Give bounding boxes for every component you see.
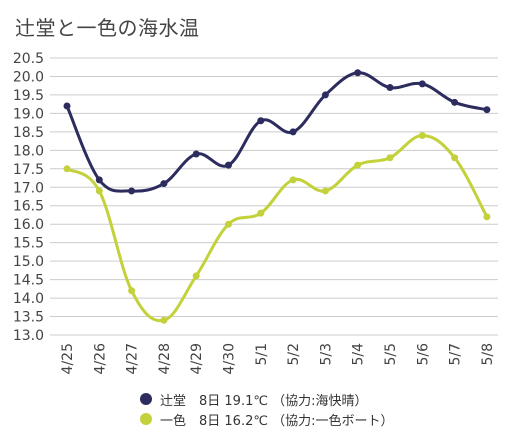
data-point-isshiki[interactable] (63, 165, 71, 173)
x-tick-label: 5/3 (318, 343, 334, 366)
y-tick-label: 17.5 (13, 162, 44, 178)
y-tick-label: 18.5 (13, 125, 44, 141)
y-tick-label: 20.5 (13, 51, 44, 67)
data-point-tsujido[interactable] (451, 98, 459, 106)
data-point-isshiki[interactable] (160, 316, 168, 324)
data-point-isshiki[interactable] (289, 176, 297, 184)
series-points (63, 69, 491, 324)
data-point-tsujido[interactable] (483, 106, 491, 114)
x-tick-label: 4/26 (92, 343, 108, 375)
y-tick-label: 14.0 (13, 291, 44, 307)
data-point-isshiki[interactable] (128, 287, 136, 295)
y-tick-label: 19.5 (13, 88, 44, 104)
chart-title: 辻堂と一色の海水温 (15, 16, 200, 40)
grid-lines (50, 57, 498, 336)
data-point-tsujido[interactable] (257, 117, 265, 125)
y-tick-label: 20.0 (13, 69, 44, 85)
data-point-isshiki[interactable] (321, 187, 329, 195)
y-tick-label: 17.0 (13, 180, 44, 196)
x-tick-label: 5/8 (480, 343, 496, 366)
data-point-tsujido[interactable] (354, 69, 362, 77)
data-point-tsujido[interactable] (63, 102, 71, 110)
data-point-isshiki[interactable] (95, 187, 103, 195)
legend-item-tsujido[interactable]: 辻堂 8日 19.1℃ （協力:海快晴） (140, 389, 393, 409)
series-lines (65, 71, 489, 323)
data-point-tsujido[interactable] (321, 91, 329, 99)
x-tick-label: 4/28 (157, 343, 173, 374)
y-tick-label: 16.0 (13, 217, 44, 233)
data-point-isshiki[interactable] (354, 161, 362, 169)
data-point-tsujido[interactable] (128, 187, 136, 195)
x-axis-ticks: 4/25 4/26 4/27 4/28 4/29 4/30 5/1 5/2 5/3 5/4 5/5 5… (60, 343, 496, 375)
x-tick-label: 4/29 (189, 343, 205, 374)
legend: 辻堂 8日 19.1℃ （協力:海快晴） 一色 8日 16.2℃ （協力:一色ボ… (140, 389, 393, 429)
x-tick-label: 5/2 (286, 343, 302, 366)
data-point-tsujido[interactable] (418, 80, 426, 88)
data-point-isshiki[interactable] (451, 154, 459, 162)
data-point-isshiki[interactable] (225, 220, 232, 228)
data-point-isshiki[interactable] (483, 213, 491, 221)
y-tick-label: 19.0 (13, 106, 44, 122)
legend-label-isshiki: 一色 8日 16.2℃ （協力:一色ボート） (160, 413, 394, 429)
y-tick-label: 18.0 (13, 143, 44, 159)
data-point-tsujido[interactable] (225, 161, 232, 169)
x-tick-label: 4/25 (60, 343, 76, 374)
data-point-tsujido[interactable] (95, 176, 103, 184)
data-point-isshiki[interactable] (257, 209, 265, 217)
x-tick-label: 5/7 (448, 343, 464, 366)
data-point-isshiki[interactable] (418, 132, 426, 140)
x-tick-label: 5/1 (254, 343, 270, 366)
data-point-tsujido[interactable] (192, 150, 200, 158)
x-tick-label: 5/5 (383, 343, 399, 366)
y-tick-label: 13.0 (13, 328, 44, 344)
legend-marker-isshiki (140, 413, 152, 425)
y-tick-label: 16.5 (13, 199, 44, 215)
y-axis-ticks: 13.0 13.5 14.0 14.5 15.0 15.5 16.0 16.5 17.0 17.5… (13, 51, 44, 344)
y-tick-label: 14.5 (13, 273, 44, 289)
x-tick-label: 5/4 (351, 343, 367, 366)
x-tick-label: 5/6 (415, 343, 431, 366)
y-tick-label: 15.5 (13, 236, 44, 252)
legend-marker-tsujido (140, 393, 152, 405)
legend-item-isshiki[interactable]: 一色 8日 16.2℃ （協力:一色ボート） (140, 409, 393, 429)
y-tick-label: 13.5 (13, 310, 44, 326)
x-tick-label: 4/27 (125, 343, 141, 374)
data-point-isshiki[interactable] (192, 272, 200, 280)
legend-label-tsujido: 辻堂 8日 19.1℃ （協力:海快晴） (160, 393, 368, 409)
y-tick-label: 15.0 (13, 254, 44, 270)
data-point-isshiki[interactable] (386, 154, 394, 162)
data-point-tsujido[interactable] (386, 84, 394, 92)
data-point-tsujido[interactable] (160, 180, 168, 188)
data-point-tsujido[interactable] (289, 128, 297, 136)
x-tick-label: 4/30 (222, 343, 238, 374)
